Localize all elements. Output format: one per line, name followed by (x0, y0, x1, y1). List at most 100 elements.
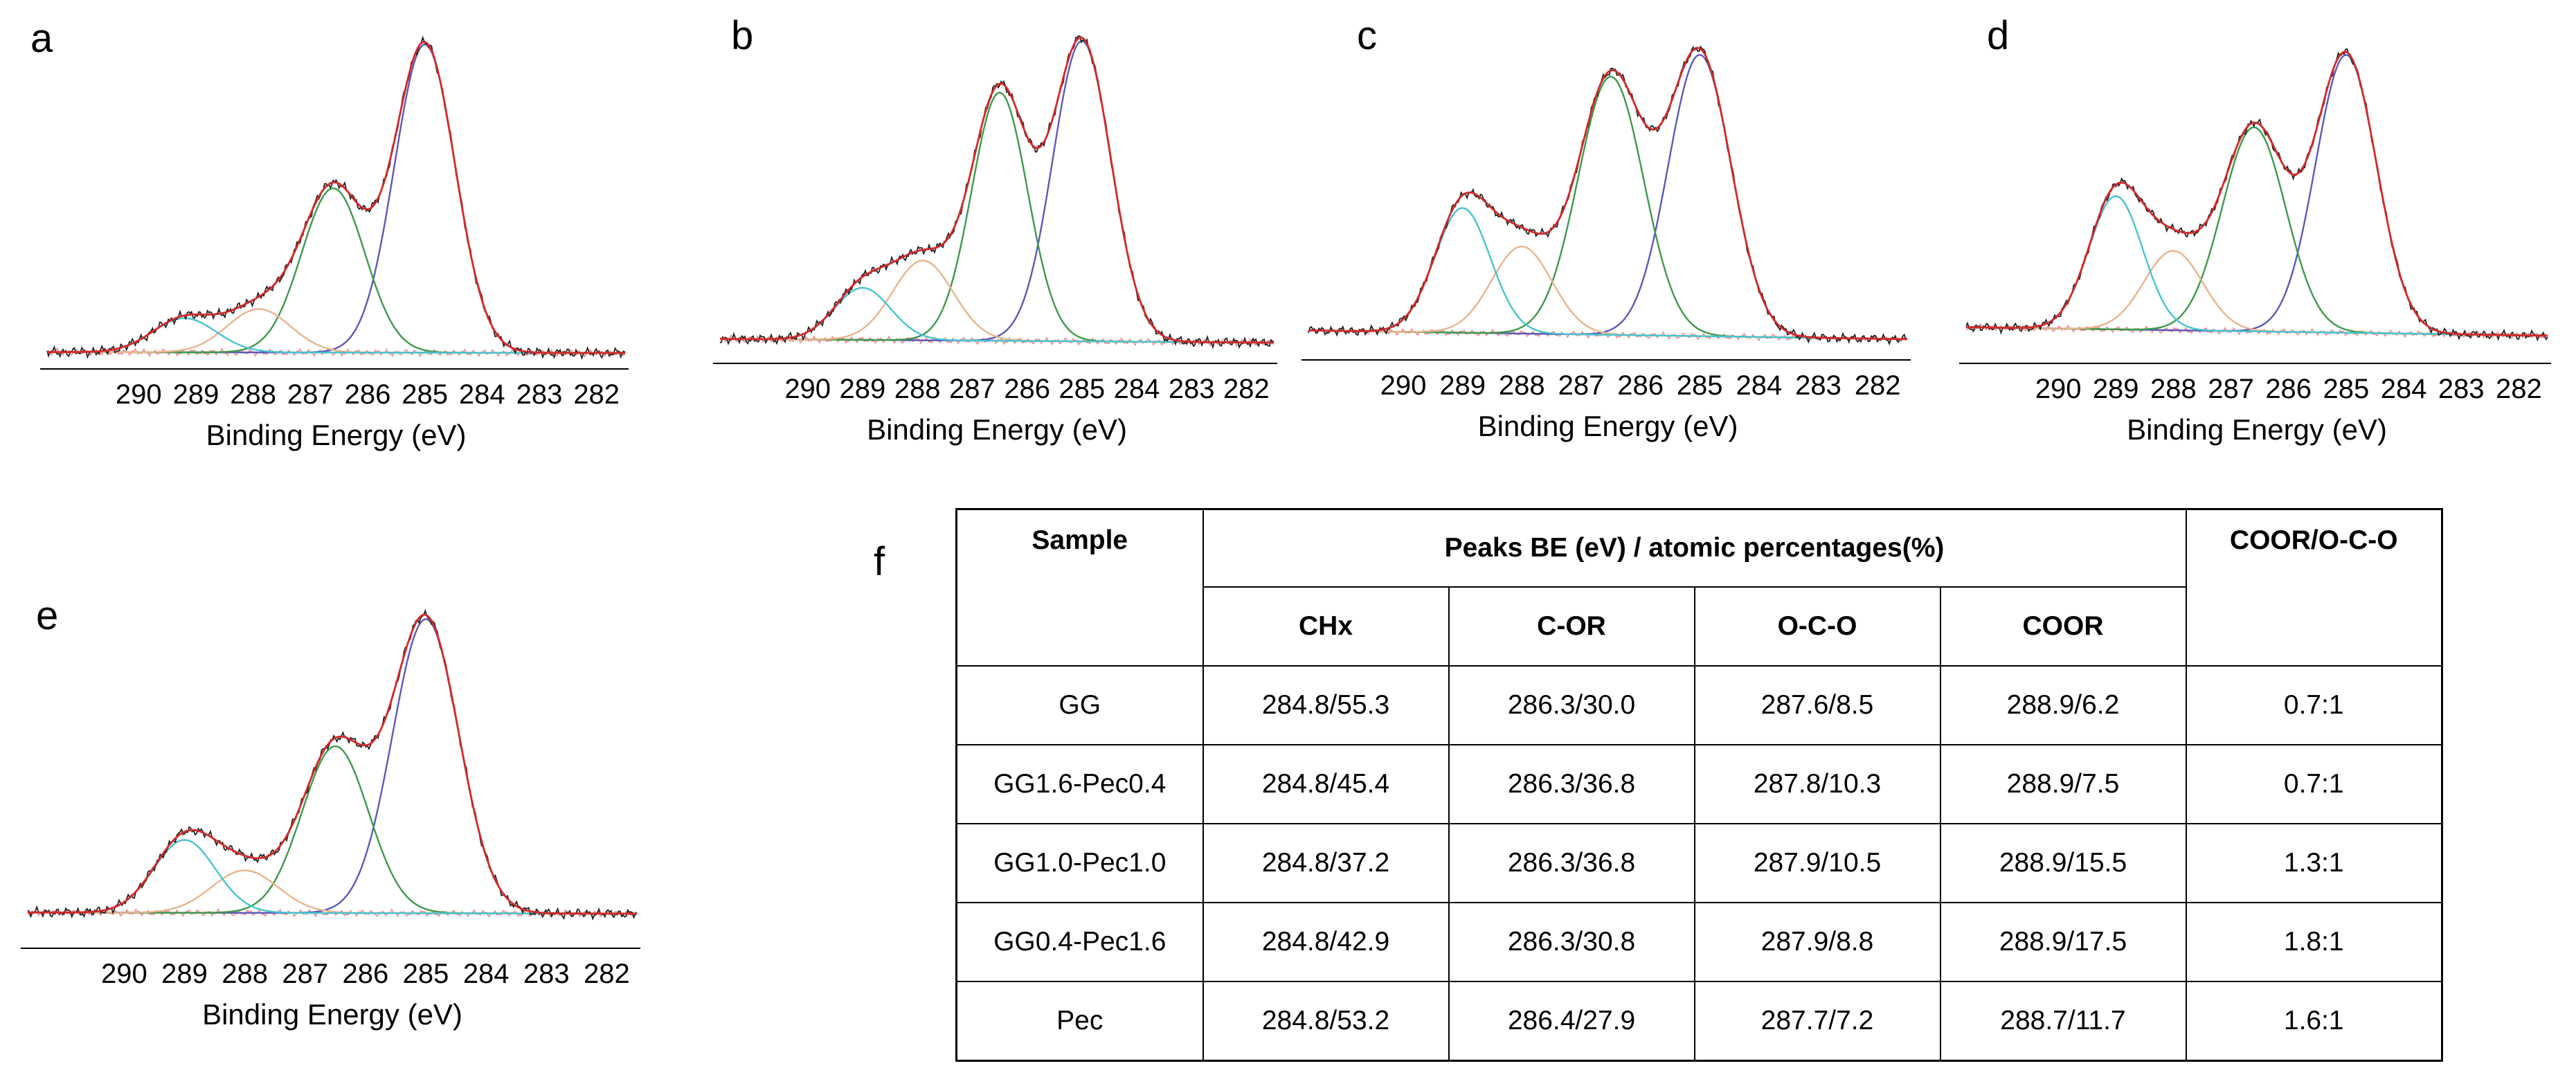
peaks-table: Sample Peaks BE (eV) / atomic percentage… (955, 508, 2443, 1062)
x-axis-label-e: Binding Energy (eV) (202, 998, 462, 1031)
cell-oco: 287.9/8.8 (1693, 902, 1941, 982)
cell-ratio: 1.3:1 (2185, 823, 2443, 903)
raw-data-line-a (46, 35, 626, 361)
raw-data-line-b (719, 35, 1275, 350)
tick-label-b: 284 (1114, 374, 1160, 404)
xps-chart-b: 290 289 288 287 286 285 284 283 282 Binding Energ… (713, 35, 1277, 446)
cell-chx: 284.8/53.2 (1202, 981, 1450, 1062)
cell-chx: 284.8/42.9 (1202, 902, 1450, 982)
component-c-or-b (720, 91, 1274, 344)
panel-letter-a: a (30, 16, 53, 61)
panel-letter-f: f (874, 539, 885, 584)
component-chx-d (1966, 54, 2548, 337)
table-row: GG0.4-Pec1.6 284.8/42.9 286.3/30.8 287.9… (955, 902, 2443, 982)
envelope-line-c (1308, 46, 1907, 341)
header-coor: COOR (1939, 586, 2187, 667)
xps-chart-a: 290 289 288 287 286 285 284 283 282 Binding Energ… (40, 35, 629, 451)
cell-chx: 284.8/55.3 (1202, 665, 1450, 745)
component-c-or-a (47, 187, 625, 354)
cell-coor: 288.9/15.5 (1939, 823, 2187, 903)
envelope-line-d (1966, 51, 2548, 337)
cell-cor: 286.3/30.0 (1448, 665, 1695, 745)
tick-label-e: 289 (161, 959, 208, 989)
tick-label-d: 282 (2496, 374, 2542, 404)
xps-chart-d: 290 289 288 287 286 285 284 283 282 Binding Energ… (1959, 48, 2551, 446)
tick-label-e: 284 (463, 959, 510, 989)
x-axis-label-a: Binding Energy (eV) (206, 419, 467, 451)
tick-label-b: 283 (1169, 374, 1215, 404)
tick-label-e: 283 (523, 959, 570, 989)
table-row: Pec 284.8/53.2 286.4/27.9 287.7/7.2 288.… (955, 981, 2443, 1062)
cell-sample: Pec (955, 981, 1204, 1062)
panel-e: e 290 289 288 287 286 285 284 283 282 Binding Ene… (0, 581, 692, 1066)
component-c-or-e (27, 745, 637, 915)
xps-chart-c: 290 289 288 287 286 285 284 283 282 Binding Energ… (1301, 45, 1911, 442)
tick-label-a: 283 (516, 379, 563, 410)
cell-sample: GG0.4-Pec1.6 (955, 902, 1204, 982)
tick-label-c: 284 (1736, 370, 1783, 401)
tick-label-c: 285 (1677, 370, 1723, 401)
xps-table: Sample Peaks BE (eV) / atomic percentage… (955, 508, 2443, 1062)
cell-sample: GG1.0-Pec1.0 (955, 823, 1204, 903)
tick-label-b: 288 (894, 374, 941, 404)
tick-label-a: 286 (345, 379, 391, 410)
component-o-c-o-d (1966, 250, 2548, 337)
tick-label-a: 285 (402, 379, 448, 410)
tick-label-d: 283 (2438, 374, 2485, 404)
component-chx-c (1308, 53, 1907, 341)
cell-sample: GG1.6-Pec0.4 (955, 744, 1204, 824)
panel-c: c 290 289 288 287 286 285 284 283 282 Binding Ene… (1301, 0, 1918, 485)
x-axis-label-b: Binding Energy (eV) (867, 413, 1127, 446)
cell-oco: 287.9/10.5 (1693, 823, 1941, 903)
residual-line-a (46, 347, 626, 358)
cell-cor: 286.3/30.8 (1448, 902, 1695, 982)
table-row: GG1.6-Pec0.4 284.8/45.4 286.3/36.8 287.8… (955, 744, 2443, 824)
tick-label-b: 287 (949, 374, 996, 404)
tick-label-d: 289 (2093, 374, 2139, 404)
component-coor-d (1966, 195, 2548, 337)
component-chx-e (27, 618, 637, 915)
component-o-c-o-a (47, 308, 625, 354)
tick-label-a: 287 (287, 379, 334, 410)
cell-oco: 287.8/10.3 (1693, 744, 1941, 824)
tick-label-c: 289 (1439, 370, 1486, 401)
cell-chx: 284.8/37.2 (1202, 823, 1450, 903)
component-coor-c (1308, 207, 1907, 341)
table-row: GG1.0-Pec1.0 284.8/37.2 286.3/36.8 287.9… (955, 823, 2443, 903)
header-oco: O-C-O (1693, 586, 1941, 667)
envelope-line-e (27, 613, 637, 915)
tick-label-e: 286 (343, 959, 389, 989)
tick-label-b: 289 (840, 374, 886, 404)
cell-cor: 286.3/36.8 (1448, 823, 1695, 903)
panel-a: a 290 289 288 287 286 285 284 283 282 Binding Ene… (14, 0, 629, 485)
component-c-or-d (1966, 126, 2548, 337)
cell-chx: 284.8/45.4 (1202, 744, 1450, 824)
component-chx-a (47, 43, 625, 354)
tick-label-e: 290 (101, 959, 147, 989)
cell-coor: 288.9/17.5 (1939, 902, 2187, 982)
tick-label-a: 289 (173, 379, 219, 410)
tick-label-e: 282 (584, 959, 630, 989)
tick-label-c: 283 (1795, 370, 1841, 401)
panel-b: b 290 289 288 287 286 285 284 283 282 Binding Ene… (713, 0, 1329, 485)
tick-label-d: 286 (2265, 374, 2312, 404)
cell-oco: 287.7/7.2 (1693, 981, 1941, 1062)
tick-label-e: 287 (282, 959, 328, 989)
cell-ratio: 0.7:1 (2185, 665, 2443, 745)
xps-chart-e: 290 289 288 287 286 285 284 283 282 Binding Energ… (21, 608, 640, 1031)
tick-label-d: 288 (2150, 374, 2197, 404)
cell-sample: GG (955, 665, 1204, 745)
panel-letter-c: c (1357, 13, 1377, 58)
envelope-line-b (720, 36, 1274, 344)
header-chx: CHx (1202, 586, 1450, 667)
cell-coor: 288.9/6.2 (1939, 665, 2187, 745)
panel-letter-e: e (36, 593, 59, 638)
panel-letter-d: d (1987, 13, 2010, 58)
table-header-row: Sample Peaks BE (eV) / atomic percentage… (955, 508, 2443, 667)
tick-label-c: 286 (1617, 370, 1664, 401)
tick-label-b: 285 (1059, 374, 1105, 404)
cell-ratio: 0.7:1 (2185, 744, 2443, 824)
table-subheader-row: CHx C-OR O-C-O COOR (957, 586, 2442, 667)
component-o-c-o-b (720, 260, 1274, 344)
component-c-or-c (1308, 75, 1907, 341)
